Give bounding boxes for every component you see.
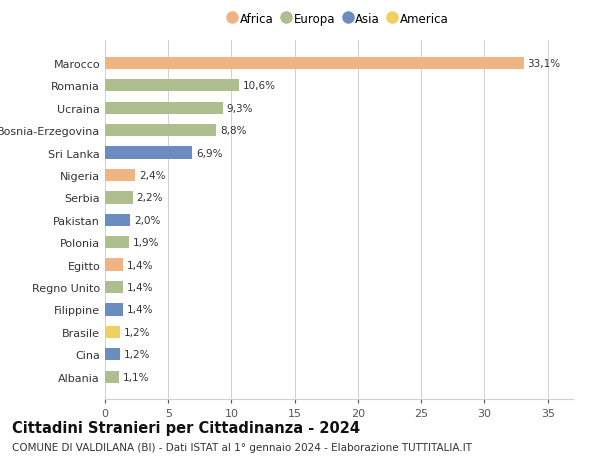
Text: 33,1%: 33,1%	[527, 59, 560, 69]
Bar	[105, 147, 192, 159]
Text: 1,2%: 1,2%	[124, 327, 151, 337]
Text: COMUNE DI VALDILANA (BI) - Dati ISTAT al 1° gennaio 2024 - Elaborazione TUTTITAL: COMUNE DI VALDILANA (BI) - Dati ISTAT al…	[12, 442, 472, 452]
Bar	[105, 125, 217, 137]
Bar	[105, 348, 120, 361]
Text: 1,1%: 1,1%	[123, 372, 149, 382]
Bar	[105, 259, 123, 271]
Bar	[105, 281, 123, 294]
Text: 10,6%: 10,6%	[243, 81, 276, 91]
Bar	[105, 57, 524, 70]
Legend: Africa, Europa, Asia, America: Africa, Europa, Asia, America	[227, 11, 451, 28]
Text: 1,2%: 1,2%	[124, 350, 151, 359]
Text: 6,9%: 6,9%	[196, 148, 223, 158]
Text: 1,4%: 1,4%	[127, 282, 153, 292]
Text: 1,9%: 1,9%	[133, 238, 160, 248]
Text: 8,8%: 8,8%	[220, 126, 247, 136]
Bar	[105, 192, 133, 204]
Text: Cittadini Stranieri per Cittadinanza - 2024: Cittadini Stranieri per Cittadinanza - 2…	[12, 420, 360, 435]
Bar	[105, 326, 120, 338]
Bar	[105, 80, 239, 92]
Text: 2,4%: 2,4%	[139, 171, 166, 180]
Bar	[105, 371, 119, 383]
Text: 2,0%: 2,0%	[134, 215, 160, 225]
Text: 1,4%: 1,4%	[127, 260, 153, 270]
Text: 1,4%: 1,4%	[127, 305, 153, 315]
Bar	[105, 236, 129, 249]
Bar	[105, 304, 123, 316]
Text: 9,3%: 9,3%	[226, 103, 253, 113]
Text: 2,2%: 2,2%	[137, 193, 163, 203]
Bar	[105, 102, 223, 115]
Bar	[105, 169, 136, 182]
Bar	[105, 214, 130, 226]
